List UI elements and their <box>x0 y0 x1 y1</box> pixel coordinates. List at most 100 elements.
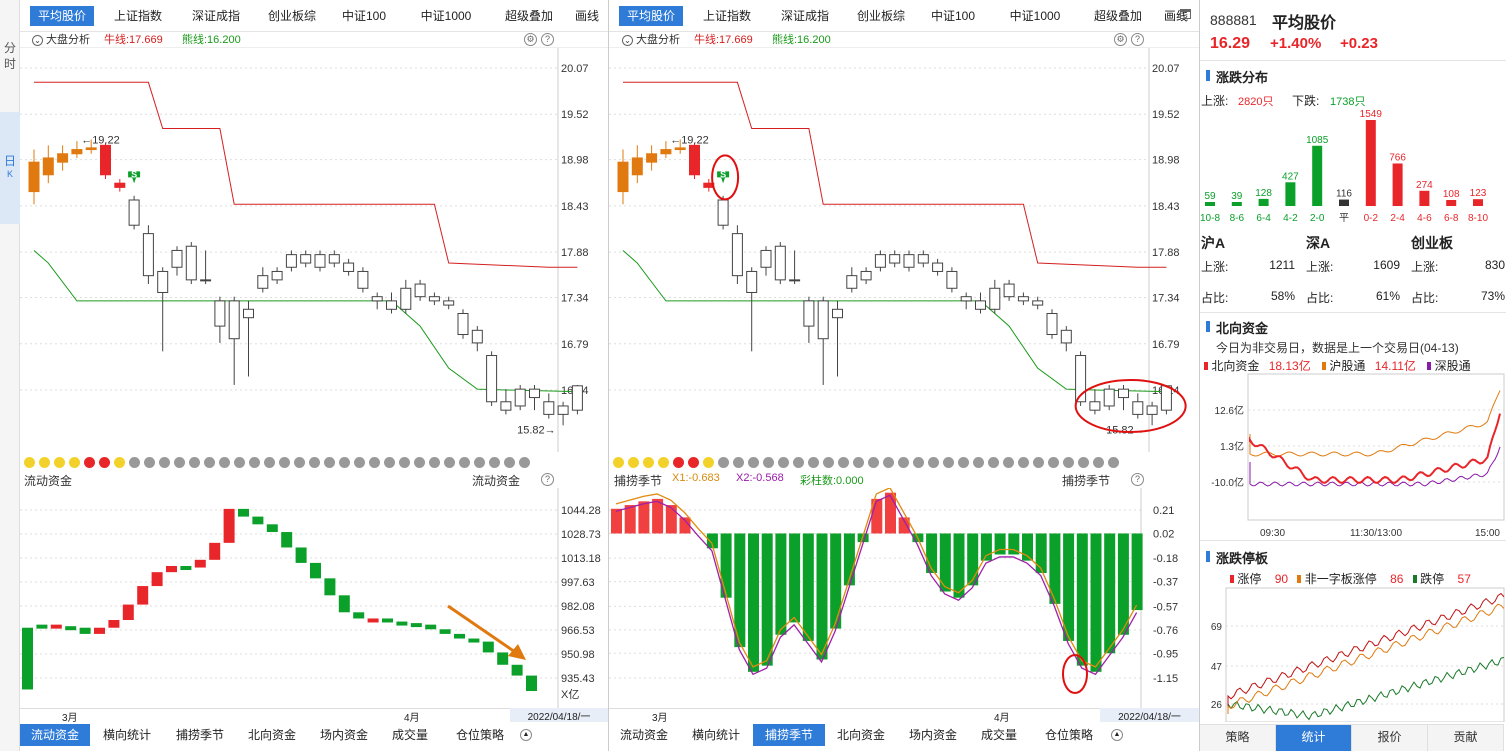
signal-dot <box>384 457 395 468</box>
distribution-chart: 59 10-8 39 8-6 128 6-4 427 4-2 1085 2-0 116 平 1549 0-… <box>1200 110 1488 224</box>
signal-dot <box>114 457 125 468</box>
right-price-chart: 20.0719.5218.9818.4317.8817.3416.7916.24… <box>609 48 1187 452</box>
highlight-circle <box>1074 378 1187 433</box>
dist-label: 6-8 <box>1444 213 1459 224</box>
tab-left-0[interactable]: 平均股价 <box>30 6 94 26</box>
candle-body <box>214 300 226 327</box>
high-label: ←19.22 <box>670 134 709 146</box>
bottom-tab-right-0[interactable]: 流动资金 <box>619 728 668 742</box>
season-bar <box>885 492 896 534</box>
tab-left-5[interactable]: 中证1000 <box>420 9 472 23</box>
tab-right-1[interactable]: 上证指数 <box>702 9 751 23</box>
info-tab-0[interactable]: 策略 <box>1200 724 1276 751</box>
section-marker <box>1206 551 1210 562</box>
bottom-tab-right-5[interactable]: 成交量 <box>980 728 1017 742</box>
bottom-tab-right-6[interactable]: 仓位策略 <box>1044 728 1093 742</box>
tab-right-6[interactable]: 超级叠加 <box>1093 9 1142 23</box>
sidebar-tab-day[interactable]: 日 K <box>0 112 20 224</box>
left-ind-title: 流动资金 <box>24 474 73 488</box>
up-label: 上涨: <box>1201 94 1229 108</box>
candle-body <box>85 147 97 151</box>
settings-icon[interactable]: ⚙ <box>1114 33 1127 46</box>
stock-price: 16.29 <box>1210 35 1251 52</box>
season-bar <box>652 498 664 534</box>
flow-bar <box>108 620 120 628</box>
season-bar <box>1104 533 1116 654</box>
help-icon[interactable]: ? <box>1131 33 1144 46</box>
left-analysis-dropdown[interactable]: ⌄ 大盘分析 <box>32 32 90 48</box>
tab-right-4[interactable]: 中证100 <box>930 9 976 23</box>
season-bar <box>748 533 759 672</box>
tab-left-1[interactable]: 上证指数 <box>113 9 162 23</box>
candle-body <box>946 270 958 289</box>
signal-dot <box>718 457 729 468</box>
info-tab-3[interactable]: 贡献 <box>1428 724 1504 751</box>
tab-right-3[interactable]: 创业板综 <box>856 9 905 23</box>
help-icon[interactable]: ? <box>541 473 554 486</box>
expand-up-icon[interactable]: ▲ <box>520 729 532 741</box>
season-bar <box>665 505 677 534</box>
sidebar-tab-minute[interactable]: 分时 <box>3 41 16 71</box>
info-tab-1[interactable]: 统计 <box>1276 724 1352 751</box>
tab-right-7[interactable]: 画线 <box>1163 9 1188 23</box>
bottom-tab-right-1[interactable]: 横向统计 <box>691 728 740 742</box>
limit-chart: 69 47 26 <box>1211 587 1505 722</box>
sidebar-tab-day-label: 日 <box>3 154 16 168</box>
flow-bar <box>194 559 206 568</box>
bottom-tab-left-5[interactable]: 成交量 <box>391 728 428 742</box>
settings-icon[interactable]: ⚙ <box>524 33 537 46</box>
flow-bar <box>137 586 149 605</box>
tab-left-7[interactable]: 画线 <box>574 9 599 23</box>
left-month-apr: 4月 <box>404 713 420 724</box>
bottom-tab-left-0[interactable]: 流动资金 <box>20 724 90 746</box>
signal-dot <box>294 457 305 468</box>
bottom-tab-left-4[interactable]: 场内资金 <box>319 728 368 742</box>
right-bear-label: 熊线:16.200 <box>772 34 831 46</box>
candle-body <box>443 300 455 306</box>
right-sub-title: 大盘分析 <box>636 34 680 46</box>
signal-dot <box>1018 457 1029 468</box>
tab-left-2[interactable]: 深证成指 <box>191 9 240 23</box>
bottom-tab-right-4[interactable]: 场内资金 <box>908 728 957 742</box>
left-indicator-chart: 1044.28 1028.73 1013.18 997.63 982.08 966.53 9… <box>20 488 601 708</box>
candle-body <box>789 279 801 282</box>
flow-bar <box>439 629 451 634</box>
price-tick: 18.43 <box>1152 201 1180 213</box>
flow-bar <box>166 565 177 573</box>
stock-code: 888881 <box>1210 12 1257 28</box>
signal-dot <box>324 457 335 468</box>
tab-left-4[interactable]: 中证100 <box>341 9 387 23</box>
bottom-tab-left-2[interactable]: 捕捞季节 <box>175 728 224 742</box>
tab-right-2[interactable]: 深证成指 <box>780 9 829 23</box>
tab-left-3[interactable]: 创业板综 <box>267 9 316 23</box>
flow-bar <box>122 604 134 621</box>
info-tab-2[interactable]: 报价 <box>1352 724 1428 751</box>
minimize-icon[interactable] <box>1180 9 1191 19</box>
bottom-tab-left-6[interactable]: 仓位策略 <box>455 728 504 742</box>
dist-value: 1085 <box>1306 135 1329 146</box>
tab-left-6[interactable]: 超级叠加 <box>504 9 553 23</box>
expand-up-icon[interactable]: ▲ <box>1111 729 1123 741</box>
flow-bar <box>425 624 437 630</box>
bottom-tab-right-2[interactable]: 捕捞季节 <box>753 724 825 746</box>
left-axis-strip <box>20 708 608 722</box>
tab-right-0[interactable]: 平均股价 <box>619 6 683 26</box>
flow-bar <box>497 652 509 665</box>
season-bar <box>967 533 979 586</box>
tab-right-5[interactable]: 中证1000 <box>1009 9 1061 23</box>
bottom-tab-left-1[interactable]: 横向统计 <box>102 728 151 742</box>
north-tick: 12.6亿 <box>1215 404 1244 417</box>
signal-dot <box>658 457 669 468</box>
signal-dot <box>1078 457 1089 468</box>
hgt-value: 14.11亿 <box>1374 359 1416 373</box>
help-icon[interactable]: ? <box>1131 473 1144 486</box>
candle-body <box>617 161 629 193</box>
left-sub-title: 大盘分析 <box>46 34 90 46</box>
right-analysis-dropdown[interactable]: ⌄ 大盘分析 <box>622 32 680 48</box>
help-icon[interactable]: ? <box>541 33 554 46</box>
flow-bar <box>238 508 249 517</box>
season-bar <box>1022 533 1033 561</box>
candle-body <box>114 182 126 188</box>
bottom-tab-right-3[interactable]: 北向资金 <box>836 728 885 742</box>
bottom-tab-left-3[interactable]: 北向资金 <box>247 728 296 742</box>
